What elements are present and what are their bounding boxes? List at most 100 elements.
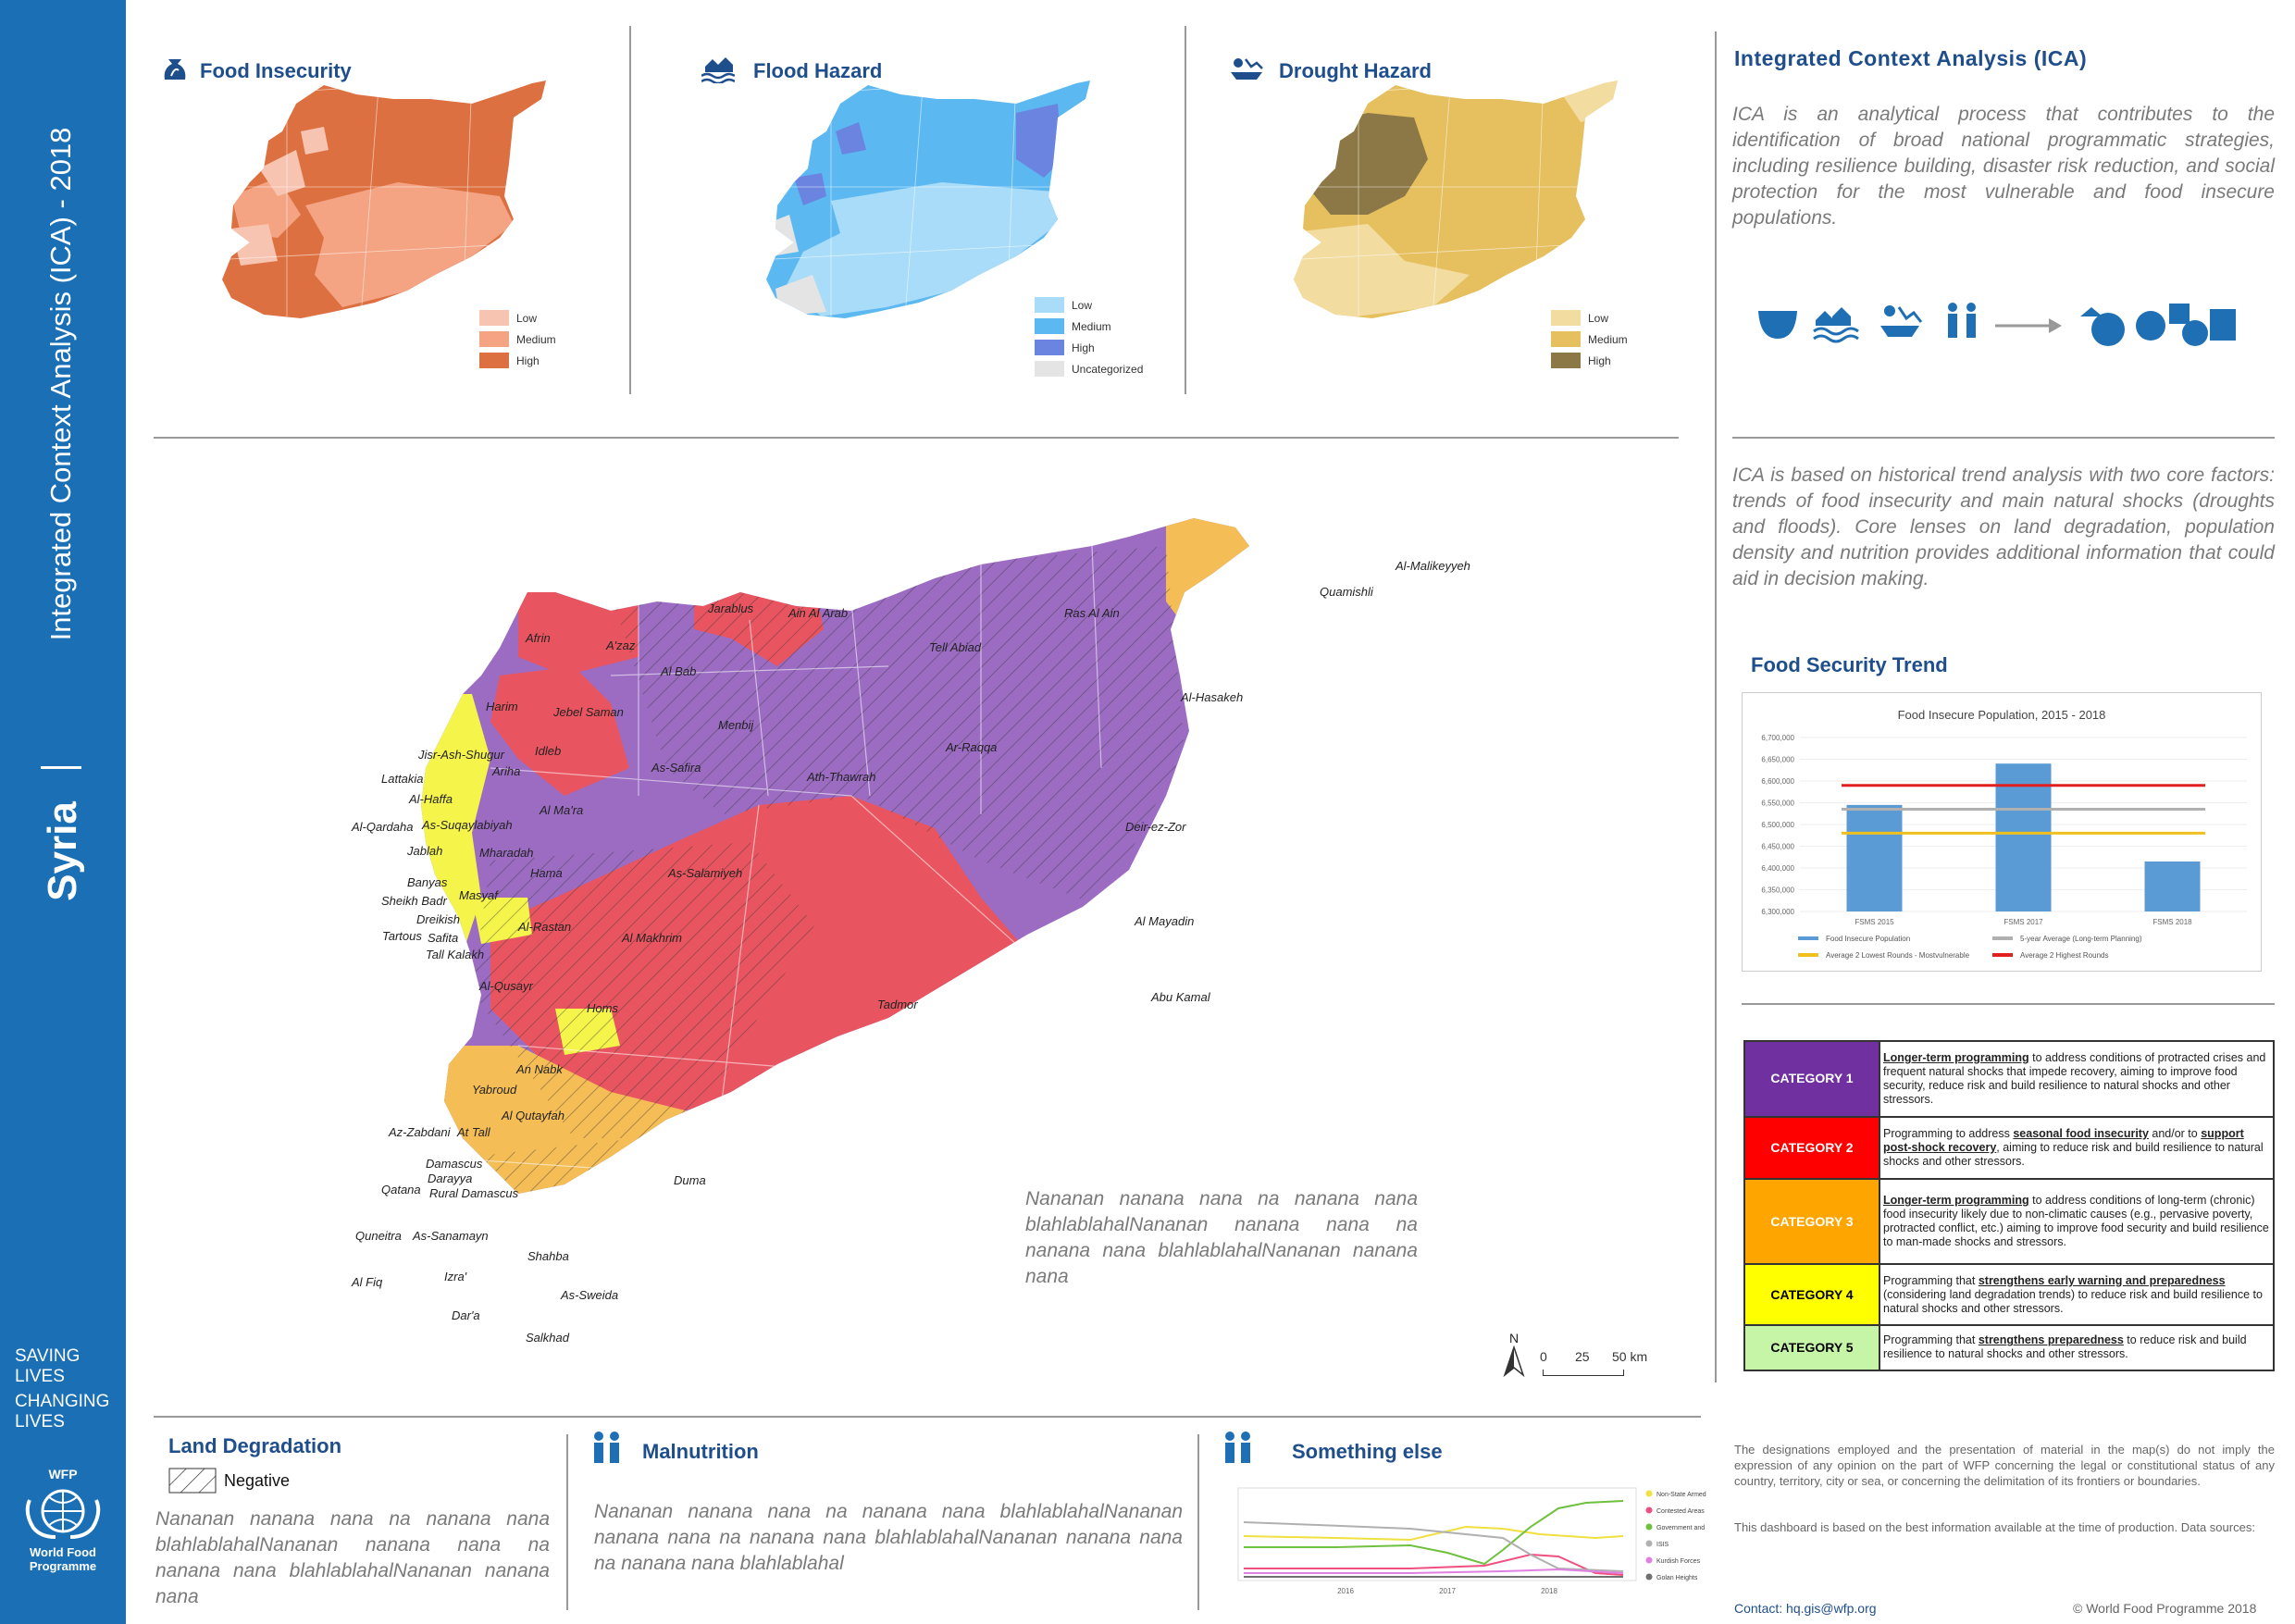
district-label: As-Salamiyeh xyxy=(668,866,743,880)
y-tick-label: 6,550,000 xyxy=(1761,800,1794,808)
district-label: Lattakia xyxy=(381,772,424,786)
district-label: As-Sanamayn xyxy=(413,1229,489,1243)
bar xyxy=(1995,763,2052,911)
ica-title: Integrated Context Analysis (ICA) xyxy=(1734,46,2088,70)
category-label: CATEGORY 5 xyxy=(1743,1323,1880,1372)
trend-title: Food Security Trend xyxy=(1751,653,1948,676)
district-label: Damascus xyxy=(426,1157,483,1171)
district-label: Masyaf xyxy=(459,888,498,902)
district-label: Dreikish xyxy=(416,912,460,926)
north-label: N xyxy=(1508,1331,1520,1345)
district-label: Salkhad xyxy=(526,1331,569,1345)
food-assistance-icon xyxy=(2080,304,2236,346)
divider xyxy=(1185,26,1186,394)
district-label: Al-Haffa xyxy=(409,792,453,806)
legend-swatch xyxy=(1645,1573,1653,1581)
contact-label: Contact: xyxy=(1734,1601,1787,1616)
category-label: CATEGORY 4 xyxy=(1743,1263,1880,1326)
divider xyxy=(1732,437,2275,439)
category-label: CATEGORY 3 xyxy=(1743,1178,1880,1266)
drought-hazard-map[interactable] xyxy=(1266,76,1636,326)
flood-hazard-map[interactable] xyxy=(738,76,1109,326)
legend-label: High xyxy=(516,353,540,367)
data-sources: This dashboard is based on the best info… xyxy=(1734,1520,2255,1534)
legend-label: Kurdish Forces xyxy=(1656,1558,1701,1565)
district-label: Safita xyxy=(428,931,459,945)
legend-food-insecurity: Low Medium High xyxy=(479,307,556,371)
district-label: As-Suqaylabiyah xyxy=(422,818,513,832)
scale-tick: 50 km xyxy=(1612,1349,1648,1364)
categories-table: CATEGORY 1 Longer-term programming to add… xyxy=(1743,1040,2275,1372)
category-description: Longer-term programming to address condi… xyxy=(1879,1178,2275,1266)
category-row: CATEGORY 2 Programming to address seasona… xyxy=(1743,1115,2275,1181)
malnutrition-title: Malnutrition xyxy=(642,1440,759,1463)
district-label: Al-Malikeyyeh xyxy=(1396,559,1470,573)
logo-name-1: World Food xyxy=(30,1545,96,1559)
divider xyxy=(1197,1434,1199,1610)
district-label: Qatana xyxy=(381,1183,421,1196)
district-label: An Nabk xyxy=(516,1062,563,1076)
map-title-flood-hazard: Flood Hazard xyxy=(753,59,883,82)
legend-swatch xyxy=(479,310,509,326)
wfp-logo: WFP World Food Programme xyxy=(17,1467,109,1573)
malnutrition-text: Nananan nanana nana na nanana nana blahl… xyxy=(594,1501,1183,1574)
bar xyxy=(1846,804,1903,911)
legend-label: Contested Areas xyxy=(1656,1508,1705,1515)
x-tick-label: FSMS 2018 xyxy=(2152,918,2192,926)
hatch-swatch xyxy=(168,1468,217,1494)
legend-swatch xyxy=(1551,310,1581,326)
map-title-drought-hazard: Drought Hazard xyxy=(1279,59,1432,82)
legend-swatch xyxy=(1645,1490,1653,1497)
legend-label: High xyxy=(1072,341,1095,354)
district-label: Tell Abiad xyxy=(929,640,982,654)
district-label: Harim xyxy=(486,700,518,713)
legend-label: Medium xyxy=(1588,332,1628,346)
district-label: Ain Al Arab xyxy=(788,606,849,620)
bowl-icon xyxy=(1758,311,1797,339)
district-label: Tadmor xyxy=(877,998,918,1011)
legend-label: Average 2 Highest Rounds xyxy=(2020,951,2108,960)
family-icon xyxy=(589,1431,626,1469)
drought-icon xyxy=(1880,305,1923,337)
legend-label: 5-year Average (Long-term Planning) xyxy=(2020,935,2142,943)
district-label: Az-Zabdani xyxy=(389,1125,451,1139)
category-label: CATEGORY 2 xyxy=(1743,1115,1880,1181)
y-tick-label: 6,500,000 xyxy=(1761,821,1794,829)
contact-email-link[interactable]: hq.gis@wfp.org xyxy=(1786,1601,1877,1616)
y-tick-label: 6,450,000 xyxy=(1761,843,1794,851)
district-label: As-Safira xyxy=(651,761,701,775)
legend-swatch xyxy=(1645,1506,1653,1514)
district-label: Ariha xyxy=(492,764,521,778)
district-label: Izra' xyxy=(444,1270,467,1283)
series-line xyxy=(1243,1521,1624,1572)
map-title-food-insecurity: Food Insecurity xyxy=(200,59,352,82)
food-insecurity-icon xyxy=(159,54,191,90)
flood-icon xyxy=(1813,307,1859,343)
divider xyxy=(629,26,631,394)
district-label: Afrin xyxy=(526,631,551,645)
district-label: Al-Qusayr xyxy=(479,979,533,993)
district-label: Darayya xyxy=(428,1172,473,1185)
district-label: Al-Rastan xyxy=(518,920,572,934)
district-label: Homs xyxy=(587,1001,618,1015)
line-chart-plot: 2016 2017 2018 Non-State Armed Groups Contes… xyxy=(1237,1487,1706,1595)
slogan-line: CHANGING xyxy=(15,1392,110,1411)
category-description: Programming that strengthens preparednes… xyxy=(1879,1323,2275,1372)
district-label: Rural Damascus xyxy=(429,1186,519,1200)
chart-title: Food Insecure Population, 2015 - 2018 xyxy=(1898,708,2106,722)
district-label: Sheikh Badr xyxy=(381,894,447,908)
category-description: Longer-term programming to address condi… xyxy=(1879,1040,2275,1118)
divider xyxy=(1742,1003,2275,1005)
y-tick-label: 6,600,000 xyxy=(1761,777,1794,786)
scale-line xyxy=(1543,1370,1624,1376)
main-map-note: Nananan nanana nana na nanana nana blahl… xyxy=(1025,1188,1418,1287)
legend-swatch xyxy=(1645,1540,1653,1547)
contact: Contact: hq.gis@wfp.org xyxy=(1734,1601,1877,1616)
district-label: Dar'a xyxy=(452,1308,480,1322)
district-label: Quneitra xyxy=(355,1229,402,1243)
main-category-map[interactable] xyxy=(333,490,1536,1379)
district-label: Ras Al Ain xyxy=(1064,606,1120,620)
district-label: Jisr-Ash-Shugur xyxy=(418,748,504,762)
legend-label: Medium xyxy=(516,332,556,346)
food-insecurity-map[interactable] xyxy=(194,76,564,326)
